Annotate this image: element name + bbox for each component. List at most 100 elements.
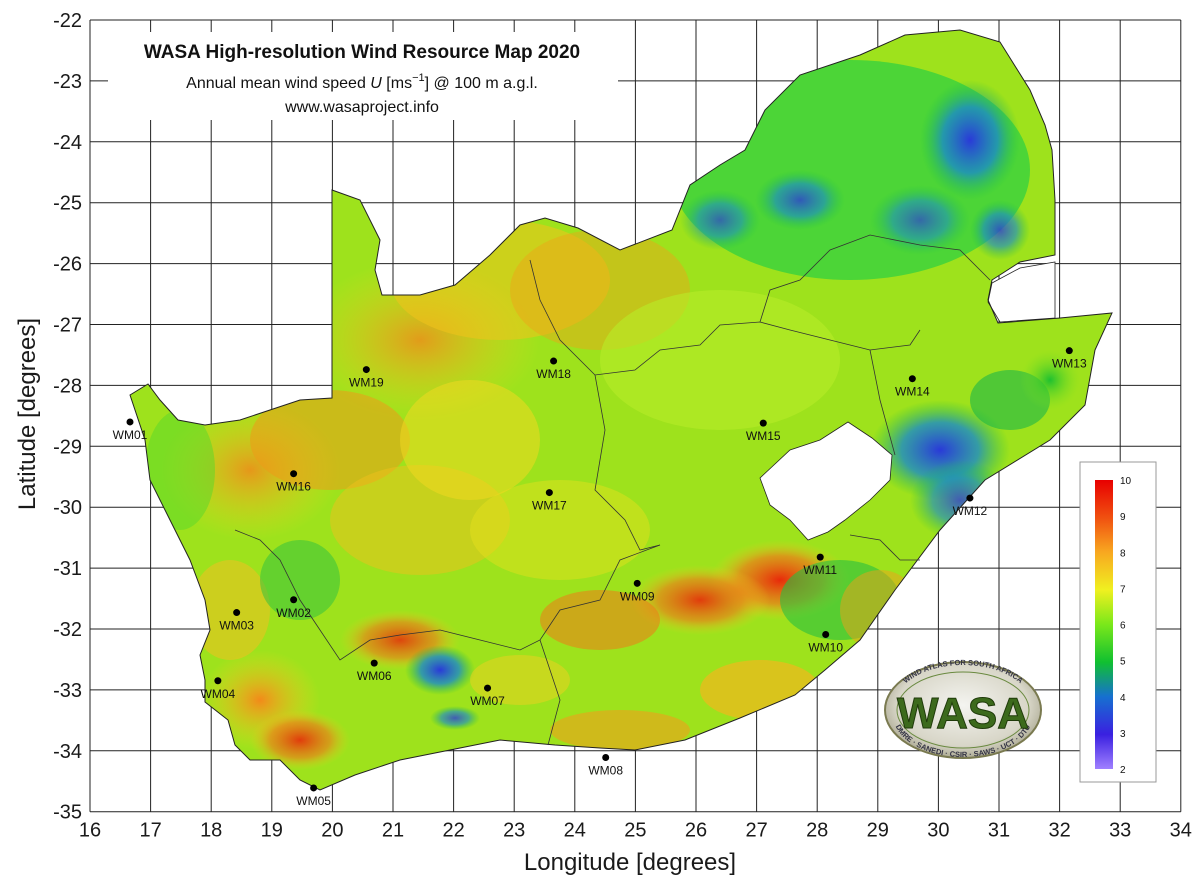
station-label: WM03 [219, 619, 254, 633]
station-marker [816, 553, 824, 561]
colorbar-tick-label: 2 [1120, 765, 1126, 776]
station-wm19: WM19 [349, 366, 384, 390]
station-label: WM19 [349, 376, 384, 390]
x-tick-label: 19 [261, 820, 283, 842]
map-title: WASA High-resolution Wind Resource Map 2… [144, 42, 580, 63]
station-label: WM08 [588, 763, 623, 777]
station-wm12: WM12 [953, 494, 988, 518]
station-label: WM15 [746, 429, 781, 443]
colorbar-tick-label: 5 [1120, 657, 1126, 668]
colorbar-tick-label: 9 [1120, 512, 1126, 523]
colorbar-tick-label: 7 [1120, 584, 1126, 595]
y-tick-label: -35 [53, 802, 82, 824]
station-marker [370, 659, 378, 667]
y-tick-label: -33 [53, 680, 82, 702]
station-marker [822, 630, 830, 638]
wasa-logo: WIND ATLAS FOR SOUTH AFRICA DMRE · SANED… [884, 658, 1042, 759]
x-tick-label: 26 [685, 820, 707, 842]
station-marker [290, 596, 298, 604]
y-axis-ticks: -22 -23 -24 -25 -26 -27 -28 -29 -30 -31 -32 -33 -34 -… [53, 10, 82, 824]
logo-wordmark: WASA [897, 689, 1029, 738]
station-wm07: WM07 [470, 684, 505, 708]
colorbar-tick-label: 6 [1120, 621, 1126, 632]
station-wm04: WM04 [201, 677, 236, 701]
station-wm03: WM03 [219, 609, 254, 633]
station-label: WM17 [532, 499, 567, 513]
station-wm14: WM14 [895, 375, 930, 399]
x-tick-label: 28 [806, 820, 828, 842]
y-tick-label: -25 [53, 193, 82, 215]
x-tick-label: 32 [1048, 820, 1070, 842]
station-label: WM02 [276, 606, 311, 620]
x-tick-label: 17 [139, 820, 161, 842]
station-wm10: WM10 [808, 630, 843, 654]
x-tick-label: 18 [200, 820, 222, 842]
x-tick-label: 33 [1109, 820, 1131, 842]
colorbar-legend: 10 9 8 7 6 5 4 3 2 [1079, 461, 1157, 783]
measurement-stations: WM01 WM02 WM03 WM04 WM05 WM06 WM07 WM08 WM09 WM10… [113, 347, 1087, 808]
station-marker [1065, 347, 1073, 355]
colorbar-frame [1079, 461, 1157, 783]
station-label: WM07 [470, 694, 505, 708]
y-tick-label: -24 [53, 132, 82, 154]
station-wm06: WM06 [357, 659, 392, 683]
station-wm01: WM01 [113, 418, 148, 442]
x-tick-label: 23 [503, 820, 525, 842]
station-label: WM13 [1052, 357, 1087, 371]
station-marker [545, 489, 553, 497]
y-tick-label: -28 [53, 375, 82, 397]
x-tick-label: 16 [79, 820, 101, 842]
station-marker [126, 418, 134, 426]
y-tick-label: -26 [53, 254, 82, 276]
station-marker [966, 494, 974, 502]
x-tick-label: 20 [321, 820, 343, 842]
x-axis-ticks: 16 17 18 19 20 21 22 23 24 25 26 27 28 29 30 31 32 33 34 [79, 820, 1192, 842]
station-marker [550, 357, 558, 365]
station-marker [290, 470, 298, 478]
map-website: www.wasaproject.info [284, 99, 439, 116]
x-tick-label: 24 [564, 820, 586, 842]
station-label: WM18 [536, 367, 571, 381]
station-wm13: WM13 [1052, 347, 1087, 371]
station-marker [362, 366, 370, 374]
map-subtitle: Annual mean wind speed U [ms−1] @ 100 m … [186, 72, 538, 92]
station-label: WM05 [296, 794, 331, 808]
y-tick-label: -34 [53, 741, 82, 763]
y-tick-label: -22 [53, 10, 82, 32]
station-marker [602, 753, 610, 761]
station-label: WM16 [276, 480, 311, 494]
y-axis-title: Latitude [degrees] [14, 318, 41, 510]
station-marker [233, 609, 241, 617]
y-tick-label: -29 [53, 436, 82, 458]
station-wm18: WM18 [536, 357, 571, 381]
x-tick-label: 30 [927, 820, 949, 842]
x-tick-label: 25 [624, 820, 646, 842]
x-tick-label: 34 [1170, 820, 1192, 842]
station-marker [908, 375, 916, 383]
y-tick-label: -27 [53, 315, 82, 337]
station-marker [214, 677, 222, 685]
colorbar-tick-label: 3 [1120, 729, 1126, 740]
station-wm17: WM17 [532, 489, 567, 513]
station-wm15: WM15 [746, 419, 781, 443]
station-label: WM04 [201, 687, 236, 701]
lesotho-region [759, 421, 893, 541]
x-tick-label: 27 [745, 820, 767, 842]
x-tick-label: 22 [442, 820, 464, 842]
station-label: WM01 [113, 428, 148, 442]
station-marker [633, 579, 641, 587]
x-tick-label: 29 [867, 820, 889, 842]
station-wm09: WM09 [620, 579, 655, 603]
station-label: WM14 [895, 385, 930, 399]
colorbar-tick-label: 10 [1120, 476, 1132, 487]
x-axis-title: Longitude [degrees] [524, 849, 736, 876]
station-wm05: WM05 [296, 784, 331, 808]
station-wm08: WM08 [588, 753, 623, 777]
x-tick-label: 21 [382, 820, 404, 842]
provincial-boundaries [234, 234, 991, 746]
title-box [108, 32, 618, 120]
station-wm11: WM11 [803, 553, 837, 577]
colorbar-tick-label: 8 [1120, 548, 1126, 559]
y-tick-label: -32 [53, 619, 82, 641]
